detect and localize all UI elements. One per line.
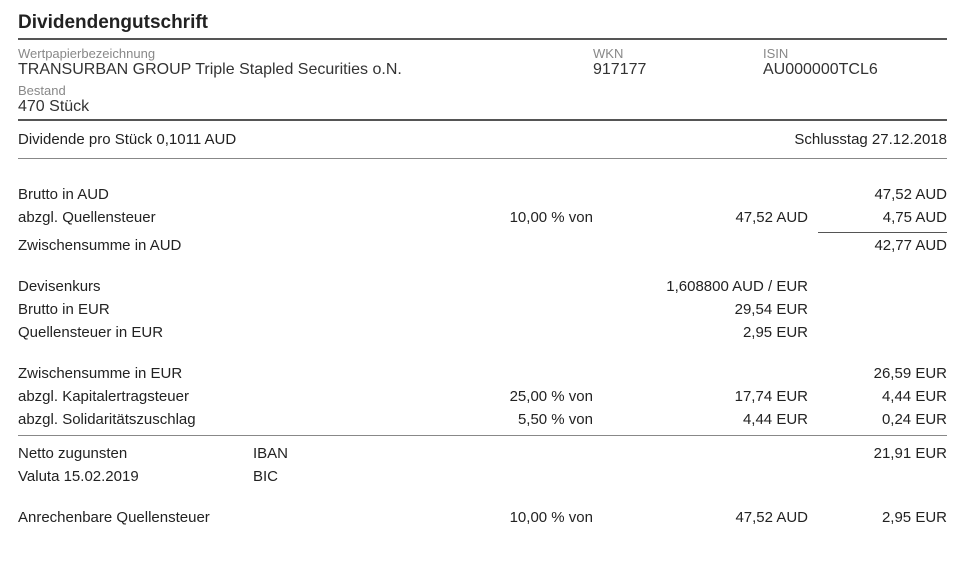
gross-eur-label: Brutto in EUR xyxy=(18,301,253,318)
page-title: Dividendengutschrift xyxy=(18,12,947,34)
bic-label: BIC xyxy=(253,468,353,485)
valuta-label: Valuta 15.02.2019 xyxy=(18,468,253,485)
row-valuta: Valuta 15.02.2019 BIC xyxy=(18,465,947,488)
security-label: Wertpapierbezeichnung xyxy=(18,46,593,61)
row-withholding: abzgl. Quellensteuer 10,00 % von 47,52 A… xyxy=(18,206,947,229)
subtotal-eur-amount: 26,59 EUR xyxy=(818,365,947,382)
row-gross-eur: Brutto in EUR 29,54 EUR xyxy=(18,298,947,321)
security-value: TRANSURBAN GROUP Triple Stapled Securiti… xyxy=(18,61,593,79)
fx-label: Devisenkurs xyxy=(18,278,253,295)
subtotal-aud-label: Zwischensumme in AUD xyxy=(18,237,253,254)
fx-value: 1,608800 AUD / EUR xyxy=(603,278,818,295)
credit-withholding-label: Anrechenbare Quellensteuer xyxy=(18,509,353,526)
row-soli: abzgl. Solidaritätszuschlag 5,50 % von 4… xyxy=(18,408,947,431)
subtotal-aud-amount: 42,77 AUD xyxy=(818,232,947,254)
dividend-info-row: Dividende pro Stück 0,1011 AUD Schlussta… xyxy=(18,127,947,154)
iban-label: IBAN xyxy=(253,445,353,462)
row-gross-aud: Brutto in AUD 47,52 AUD xyxy=(18,183,947,206)
record-date: Schlusstag 27.12.2018 xyxy=(794,131,947,148)
cap-tax-amount: 4,44 EUR xyxy=(818,388,947,405)
soli-base: 4,44 EUR xyxy=(603,411,818,428)
cap-tax-base: 17,74 EUR xyxy=(603,388,818,405)
row-subtotal-aud: Zwischensumme in AUD 42,77 AUD xyxy=(18,229,947,257)
gross-eur-value: 29,54 EUR xyxy=(603,301,818,318)
dividend-per-share: Dividende pro Stück 0,1011 AUD xyxy=(18,131,236,148)
net-amount: 21,91 EUR xyxy=(818,445,947,462)
header-values: TRANSURBAN GROUP Triple Stapled Securiti… xyxy=(18,61,947,79)
withholding-rate: 10,00 % von xyxy=(353,209,603,226)
soli-amount: 0,24 EUR xyxy=(818,411,947,428)
wkn-label: WKN xyxy=(593,46,763,61)
holding-label: Bestand xyxy=(18,83,947,98)
credit-withholding-rate: 10,00 % von xyxy=(353,509,603,526)
subtotal-eur-label: Zwischensumme in EUR xyxy=(18,365,253,382)
withholding-base: 47,52 AUD xyxy=(603,209,818,226)
divider xyxy=(18,158,947,159)
divider xyxy=(18,38,947,40)
soli-label: abzgl. Solidaritätszuschlag xyxy=(18,411,253,428)
credit-withholding-amount: 2,95 EUR xyxy=(818,509,947,526)
withholding-eur-label: Quellensteuer in EUR xyxy=(18,324,253,341)
isin-value: AU000000TCL6 xyxy=(763,61,947,79)
withholding-amount: 4,75 AUD xyxy=(818,209,947,226)
header-labels: Wertpapierbezeichnung WKN ISIN xyxy=(18,46,947,61)
gross-aud-amount: 47,52 AUD xyxy=(818,186,947,203)
credit-withholding-base: 47,52 AUD xyxy=(603,509,818,526)
row-withholding-eur: Quellensteuer in EUR 2,95 EUR xyxy=(18,321,947,344)
soli-rate: 5,50 % von xyxy=(353,411,603,428)
row-net: Netto zugunsten IBAN 21,91 EUR xyxy=(18,442,947,465)
row-capital-tax: abzgl. Kapitalertragsteuer 25,00 % von 1… xyxy=(18,385,947,408)
wkn-value: 917177 xyxy=(593,61,763,79)
divider xyxy=(18,119,947,121)
net-label: Netto zugunsten xyxy=(18,445,253,462)
row-fx: Devisenkurs 1,608800 AUD / EUR xyxy=(18,275,947,298)
row-subtotal-eur: Zwischensumme in EUR 26,59 EUR xyxy=(18,362,947,385)
cap-tax-label: abzgl. Kapitalertragsteuer xyxy=(18,388,253,405)
isin-label: ISIN xyxy=(763,46,947,61)
holding-value: 470 Stück xyxy=(18,98,947,116)
cap-tax-rate: 25,00 % von xyxy=(353,388,603,405)
gross-aud-label: Brutto in AUD xyxy=(18,186,253,203)
withholding-eur-value: 2,95 EUR xyxy=(603,324,818,341)
withholding-label: abzgl. Quellensteuer xyxy=(18,209,253,226)
row-credit-withholding: Anrechenbare Quellensteuer 10,00 % von 4… xyxy=(18,506,947,529)
divider xyxy=(18,435,947,436)
